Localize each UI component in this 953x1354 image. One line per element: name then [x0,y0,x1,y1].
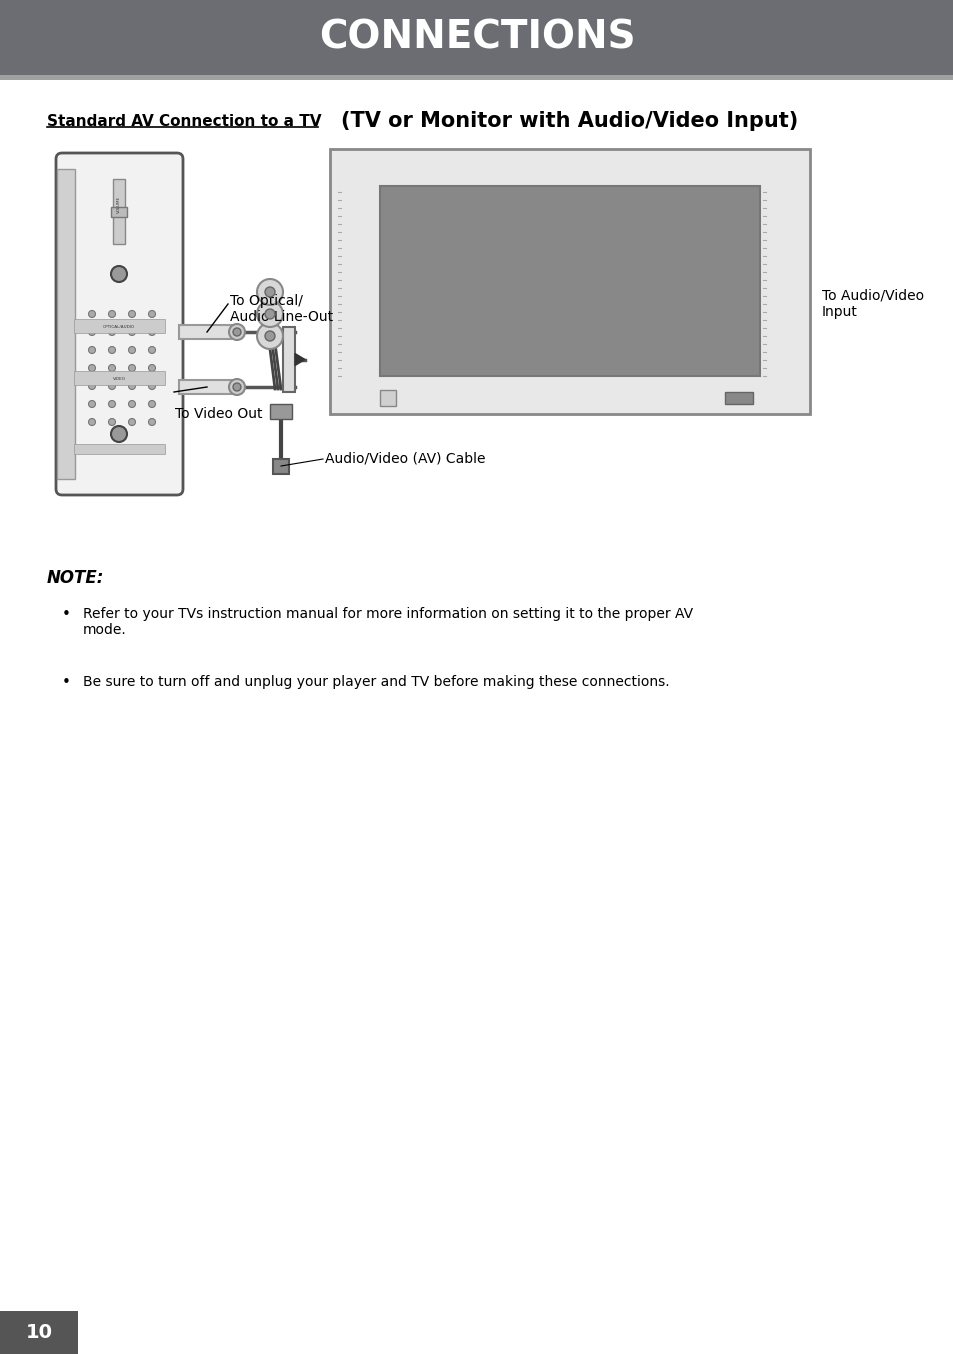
Circle shape [109,310,115,317]
Circle shape [89,310,95,317]
Circle shape [265,309,274,320]
Circle shape [129,310,135,317]
Circle shape [109,347,115,353]
Bar [0,74,953,80]
Circle shape [109,364,115,371]
Circle shape [149,347,155,353]
Text: To Optical/
Audio Line-Out: To Optical/ Audio Line-Out [230,294,333,324]
Text: To Audio/Video
Input: To Audio/Video Input [821,288,923,320]
Bar [724,393,752,403]
Bar [57,169,75,479]
Circle shape [89,401,95,408]
Text: To Video Out: To Video Out [174,408,262,421]
Circle shape [229,324,245,340]
Circle shape [89,347,95,353]
Text: Be sure to turn off and unplug your player and TV before making these connection: Be sure to turn off and unplug your play… [83,676,669,689]
Bar [111,207,127,217]
Bar [179,325,233,338]
Circle shape [149,329,155,336]
Circle shape [89,364,95,371]
Circle shape [109,401,115,408]
Bar [74,320,165,333]
Text: Refer to your TVs instruction manual for more information on setting it to the p: Refer to your TVs instruction manual for… [83,607,693,638]
Circle shape [89,418,95,425]
Circle shape [89,382,95,390]
Circle shape [233,383,241,391]
Circle shape [111,427,127,441]
Text: OPTICAL/AUDIO: OPTICAL/AUDIO [103,325,135,329]
Circle shape [129,382,135,390]
Circle shape [129,418,135,425]
Text: (TV or Monitor with Audio/Video Input): (TV or Monitor with Audio/Video Input) [341,111,798,131]
Circle shape [129,401,135,408]
Text: 10: 10 [26,1323,52,1343]
Bar [0,0,953,74]
FancyBboxPatch shape [56,153,183,496]
Text: Standard AV Connection to a TV: Standard AV Connection to a TV [47,114,321,129]
Text: VIDEO: VIDEO [112,376,126,380]
Bar [379,390,395,406]
Text: •: • [62,607,71,621]
Bar [270,403,292,418]
Circle shape [265,330,274,341]
Circle shape [256,279,283,305]
Circle shape [256,301,283,328]
Circle shape [129,329,135,336]
Circle shape [109,329,115,336]
Circle shape [129,364,135,371]
Bar [330,149,809,414]
Circle shape [229,379,245,395]
Text: Audio/Video (AV) Cable: Audio/Video (AV) Cable [325,452,485,466]
Circle shape [149,382,155,390]
Text: CONNECTIONS: CONNECTIONS [318,19,635,57]
Bar [74,444,165,454]
Text: VOLUME: VOLUME [117,195,121,213]
Circle shape [129,347,135,353]
Bar [273,459,289,474]
Circle shape [109,382,115,390]
Circle shape [149,401,155,408]
Circle shape [149,364,155,371]
Bar [379,185,760,376]
Bar [283,328,294,393]
Text: NOTE:: NOTE: [47,569,104,588]
Text: •: • [62,676,71,691]
Polygon shape [294,353,305,366]
Circle shape [111,265,127,282]
Bar [0,1311,78,1354]
Bar [179,380,233,394]
Circle shape [109,418,115,425]
Circle shape [149,310,155,317]
Circle shape [89,329,95,336]
Bar [74,371,165,385]
Circle shape [149,418,155,425]
Circle shape [265,287,274,297]
Circle shape [233,328,241,336]
Circle shape [256,324,283,349]
Bar [112,179,125,244]
